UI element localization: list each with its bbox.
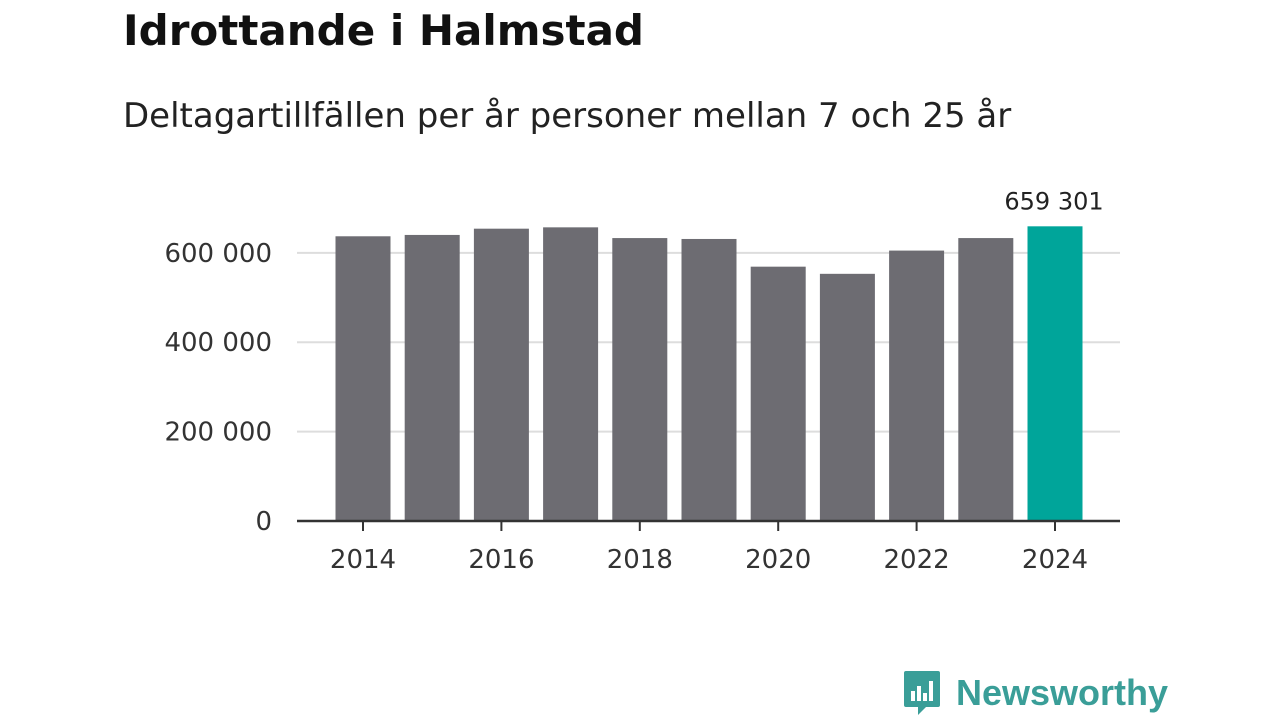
- bar-chart-speech-bubble-icon: [904, 671, 940, 715]
- bar: [335, 236, 391, 521]
- x-tick-label: 2016: [468, 545, 534, 575]
- newsworthy-logo: Newsworthy: [902, 668, 1168, 718]
- y-tick-label: 0: [255, 507, 272, 537]
- bar-highlight: [1027, 226, 1083, 521]
- x-tick-label: 2024: [1022, 545, 1088, 575]
- bar: [473, 228, 529, 521]
- bar: [958, 238, 1014, 521]
- brand-name: Newsworthy: [956, 672, 1169, 713]
- y-tick-label: 200 000: [164, 418, 272, 448]
- x-tick-label: 2018: [607, 545, 673, 575]
- y-tick-label: 600 000: [164, 239, 272, 269]
- axes: [297, 519, 1120, 531]
- bar: [404, 234, 460, 521]
- labels: 0 200 000 400 000 600 000 2014 2016 2018 2020 20…: [164, 187, 1103, 575]
- y-tick-label: 400 000: [164, 328, 272, 358]
- bar: [612, 238, 668, 521]
- x-tick-label: 2014: [330, 545, 396, 575]
- bar: [819, 273, 875, 521]
- bar: [889, 250, 945, 522]
- chart-subtitle: Deltagartillfällen per år personer mella…: [123, 96, 1012, 136]
- x-tick-label: 2020: [745, 545, 811, 575]
- bar: [543, 227, 599, 521]
- chart-title: Idrottande i Halmstad: [123, 6, 644, 55]
- bar: [750, 266, 806, 521]
- bar: [681, 238, 737, 521]
- data-label: 659 301: [1004, 187, 1103, 215]
- x-tick-label: 2022: [884, 545, 950, 575]
- bars: [335, 226, 1083, 522]
